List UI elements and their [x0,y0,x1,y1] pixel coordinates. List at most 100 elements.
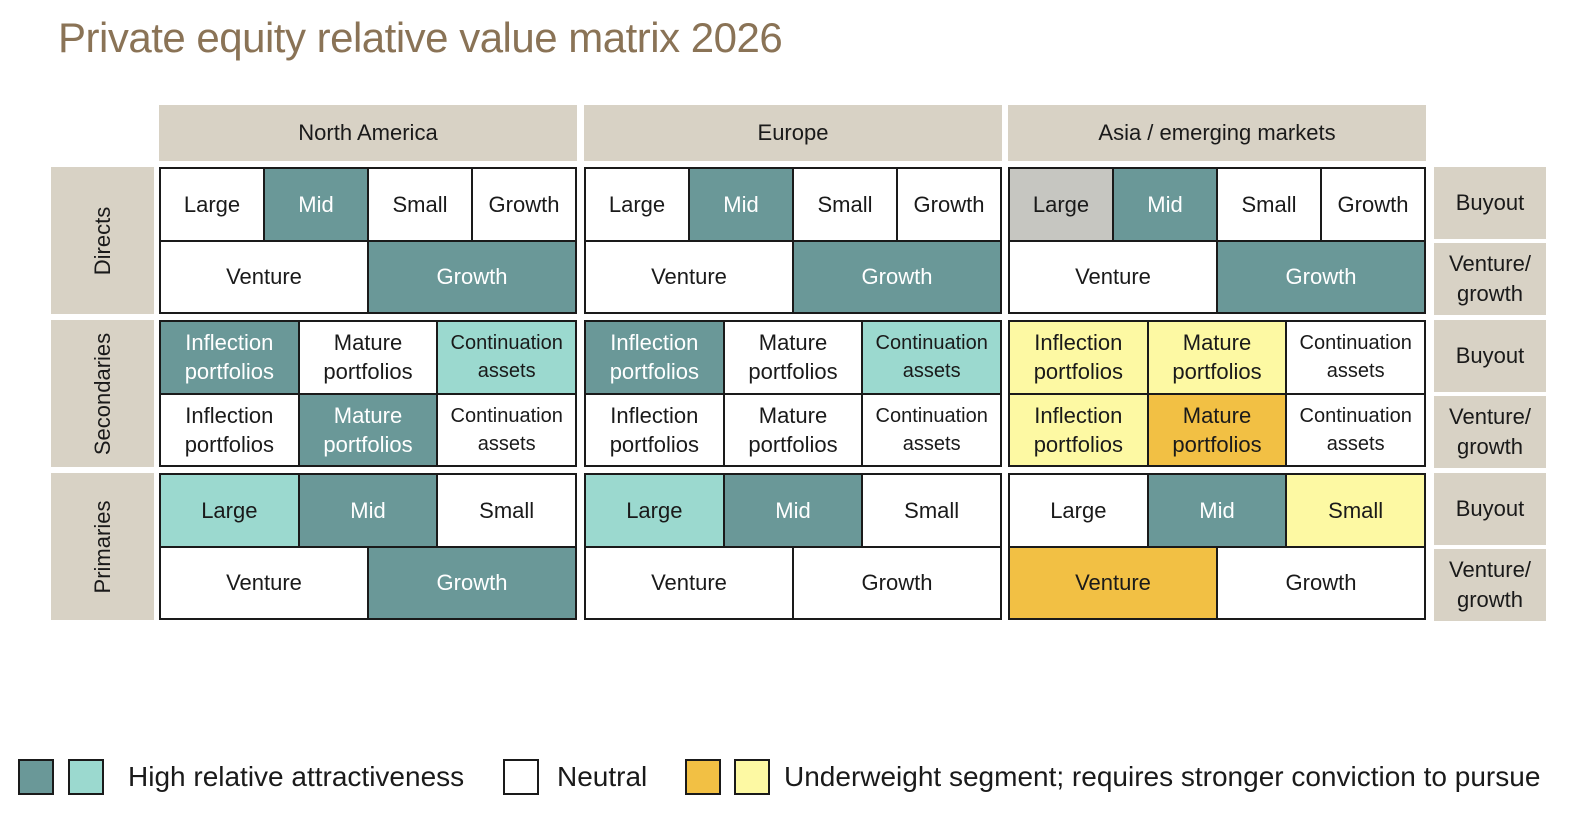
matrix-cell-inflection-portfolios: Inflection portfolios [1010,394,1147,465]
region-header-asia-emerging-markets: Asia / emerging markets [1008,105,1426,161]
matrix-subrow-venture-growth: Venture Growth [161,547,575,618]
segment-label-venture-growth: Venture/growth [1434,243,1546,315]
matrix-cell-large: Large [1010,475,1147,546]
matrix-cell-venture: Venture [586,241,792,312]
matrix-cell-inflection-portfolios: Inflection portfolios [586,322,723,393]
strategy-label-secondaries: Secondaries [51,320,154,467]
matrix-subrow-buyout: Large Mid Small Growth [586,169,1000,240]
matrix-cell-mature-portfolios: Mature portfolios [724,322,862,393]
matrix-cell-growth: Growth [1322,169,1424,240]
matrix-subrow-venture-growth: Inflection portfolios Mature portfolios Cont… [161,394,576,465]
matrix-subrow-buyout: Large Mid Small [161,475,576,546]
matrix-cell-large: Large [161,169,263,240]
matrix-subrow-venture-growth: Venture Growth [586,547,1000,618]
matrix-cell-inflection-portfolios: Inflection portfolios [586,394,723,465]
matrix-cell-mid: Mid [265,169,367,240]
matrix-block-secondaries-europe: Inflection portfolios Mature portfolios Cont… [584,320,1002,467]
matrix-subrow-venture-growth: Inflection portfolios Mature portfolios Cont… [1010,394,1425,465]
matrix-cell-continuation-assets: Continuation assets [438,322,576,393]
matrix-cell-growth: Growth [473,169,575,240]
segment-label-buyout: Buyout [1434,167,1546,239]
matrix-cell-mature-portfolios: Mature portfolios [299,394,437,465]
strategy-label-primaries: Primaries [51,473,154,620]
segment-label-venture-growth: Venture/growth [1434,396,1546,468]
legend-swatch-high-light [68,759,104,795]
matrix-subrow-buyout: Large Mid Small Growth [1010,169,1424,240]
matrix-subrow-venture-growth: Venture Growth [586,241,1000,312]
matrix-cell-venture: Venture [161,241,367,312]
matrix-cell-large: Large [161,475,298,546]
matrix-cell-small: Small [1287,475,1425,546]
page-title: Private equity relative value matrix 202… [58,14,783,61]
matrix-cell-venture: Venture [161,547,367,618]
strategy-label-directs: Directs [51,167,154,314]
matrix-block-primaries-europe: Large Mid Small Venture Growth [584,473,1002,620]
legend-swatch-neutral [503,759,539,795]
matrix-cell-mature-portfolios: Mature portfolios [1148,322,1286,393]
matrix-subrow-venture-growth: Venture Growth [1010,241,1424,312]
matrix-subrow-venture-growth: Venture Growth [1010,547,1424,618]
matrix-cell-growth: Growth [794,547,1000,618]
matrix-subrow-buyout: Large Mid Small [586,475,1001,546]
matrix-cell-continuation-assets: Continuation assets [1287,394,1425,465]
strategy-label-text: Secondaries [89,332,115,455]
matrix-cell-mid: Mid [724,475,862,546]
segment-label-venture-growth: Venture/growth [1434,549,1546,621]
legend-label-high: High relative attractiveness [128,761,465,792]
matrix-subrow-buyout: Inflection portfolios Mature portfolios Cont… [161,322,576,393]
matrix-cell-venture: Venture [1010,241,1216,312]
matrix-block-secondaries-asia-emerging-markets: Inflection portfolios Mature portfolios Cont… [1008,320,1426,467]
segment-label-buyout: Buyout [1434,473,1546,545]
strategy-label-text: Directs [89,206,115,275]
region-header-europe: Europe [584,105,1002,161]
matrix-cell-mid: Mid [690,169,792,240]
matrix-cell-small: Small [863,475,1001,546]
matrix-subrow-buyout: Large Mid Small [1010,475,1425,546]
matrix-cell-continuation-assets: Continuation assets [863,394,1001,465]
matrix-block-primaries-asia-emerging-markets: Large Mid Small Venture Growth [1008,473,1426,620]
matrix-cell-inflection-portfolios: Inflection portfolios [1010,322,1147,393]
matrix-cell-large: Large [586,169,688,240]
matrix-cell-growth: Growth [369,241,575,312]
matrix-cell-growth: Growth [369,547,575,618]
matrix-cell-mature-portfolios: Mature portfolios [299,322,437,393]
matrix-cell-mid: Mid [1114,169,1216,240]
matrix-cell-small: Small [438,475,576,546]
matrix-block-directs-europe: Large Mid Small Growth Venture Growth [584,167,1002,314]
matrix-cell-mid: Mid [299,475,437,546]
legend-swatch-high-dark [18,759,54,795]
matrix-subrow-buyout: Large Mid Small Growth [161,169,575,240]
legend-swatch-underweight-yellow [734,759,770,795]
matrix-block-primaries-north-america: Large Mid Small Venture Growth [159,473,577,620]
segment-label-buyout: Buyout [1434,320,1546,392]
matrix-block-directs-north-america: Large Mid Small Growth Venture Growth [159,167,577,314]
matrix-cell-continuation-assets: Continuation assets [1287,322,1425,393]
matrix-cell-growth: Growth [898,169,1000,240]
legend-label-underweight: Underweight segment; requires stronger c… [784,761,1541,792]
matrix-cell-growth: Growth [794,241,1000,312]
matrix-cell-continuation-assets: Continuation assets [438,394,576,465]
matrix-cell-growth: Growth [1218,241,1424,312]
matrix-cell-continuation-assets: Continuation assets [863,322,1001,393]
matrix-subrow-venture-growth: Inflection portfolios Mature portfolios Cont… [586,394,1001,465]
matrix-cell-large: Large [586,475,723,546]
matrix-cell-mature-portfolios: Mature portfolios [724,394,862,465]
matrix-cell-venture: Venture [586,547,792,618]
matrix-cell-mature-portfolios: Mature portfolios [1148,394,1286,465]
matrix-cell-inflection-portfolios: Inflection portfolios [161,322,298,393]
matrix-subrow-buyout: Inflection portfolios Mature portfolios Cont… [1010,322,1425,393]
matrix-block-secondaries-north-america: Inflection portfolios Mature portfolios Cont… [159,320,577,467]
matrix-block-directs-asia-emerging-markets: Large Mid Small Growth Venture Growth [1008,167,1426,314]
matrix-subrow-venture-growth: Venture Growth [161,241,575,312]
legend-swatch-underweight-orange [685,759,721,795]
matrix-cell-venture: Venture [1010,547,1216,618]
strategy-label-text: Primaries [89,500,115,593]
matrix-cell-small: Small [369,169,471,240]
matrix-cell-growth: Growth [1218,547,1424,618]
legend-label-neutral: Neutral [557,761,648,792]
matrix-cell-small: Small [1218,169,1320,240]
matrix-cell-inflection-portfolios: Inflection portfolios [161,394,298,465]
matrix-cell-mid: Mid [1148,475,1286,546]
matrix-cell-small: Small [794,169,896,240]
region-header-north-america: North America [159,105,577,161]
